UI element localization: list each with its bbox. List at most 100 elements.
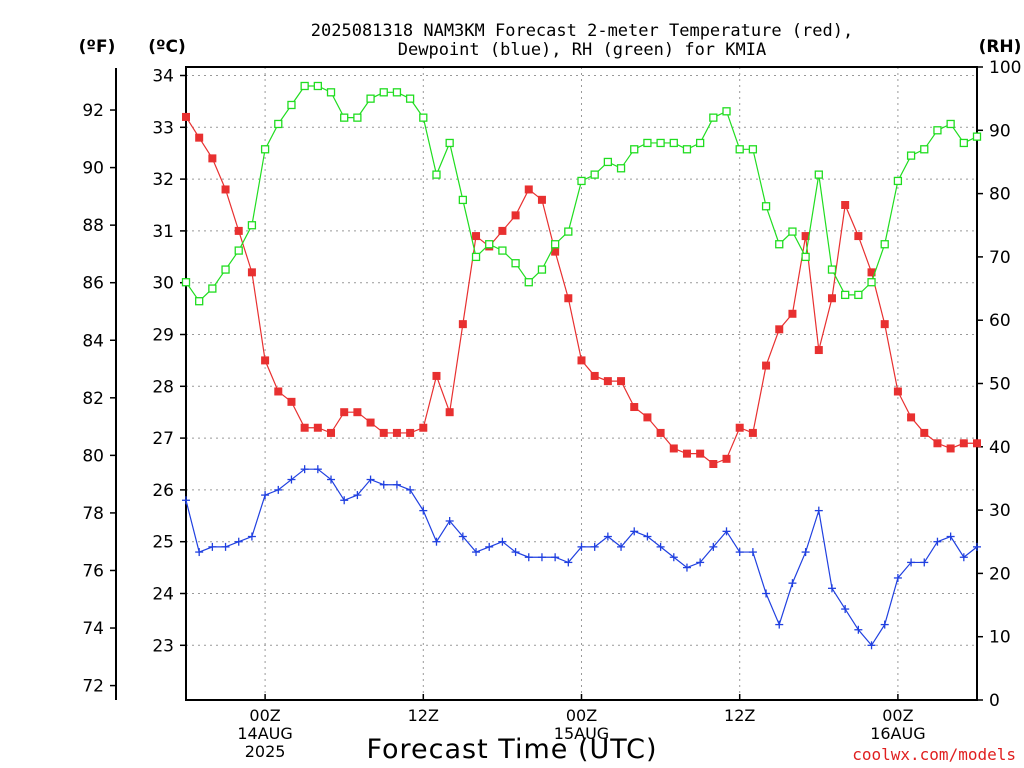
rh-point xyxy=(893,176,903,186)
x-tick-label: 15AUG xyxy=(554,724,609,743)
celsius-tick-label: 31 xyxy=(152,222,174,242)
dewpoint-point xyxy=(445,516,454,525)
dewpoint-point xyxy=(959,553,968,562)
rh-point xyxy=(814,170,823,179)
temperature-point xyxy=(379,428,388,437)
temperature-point xyxy=(537,195,546,204)
dewpoint-point xyxy=(801,548,810,557)
temperature-point xyxy=(472,232,481,241)
temperature-point xyxy=(788,309,797,318)
rh-point xyxy=(195,297,204,306)
rh-point xyxy=(300,81,309,91)
dewpoint-point xyxy=(933,537,942,546)
temperature-point xyxy=(669,444,678,453)
temperature-point xyxy=(208,154,217,163)
rh-point xyxy=(379,88,388,97)
rh-point xyxy=(696,138,705,148)
temperature-point xyxy=(643,413,652,422)
rh-point xyxy=(181,278,191,287)
celsius-unit-label: (ºC) xyxy=(148,37,186,57)
dewpoint-point xyxy=(208,542,217,551)
fahrenheit-tick-label: 76 xyxy=(82,561,104,581)
rh-point xyxy=(577,176,586,186)
x-tick-label: 12Z xyxy=(724,706,755,725)
celsius-tick-label: 28 xyxy=(152,377,174,397)
dewpoint-point xyxy=(603,532,612,541)
temperature-point xyxy=(590,371,599,380)
rh-point xyxy=(827,265,837,274)
rh-point xyxy=(761,202,771,211)
plot-frame xyxy=(185,66,978,701)
dewpoint-point xyxy=(551,553,560,562)
dewpoint-point xyxy=(498,537,507,546)
dewpoint-point xyxy=(656,542,665,551)
rh-point xyxy=(735,145,744,154)
temperature-point xyxy=(682,449,691,458)
x-tick-label: 2025 xyxy=(245,742,286,761)
dewpoint-point xyxy=(353,491,362,500)
dewpoint-point xyxy=(300,465,309,474)
dewpoint-point xyxy=(867,641,876,650)
temperature-point xyxy=(617,377,626,386)
dewpoint-point xyxy=(234,537,243,546)
rh-tick-label: 80 xyxy=(989,185,1011,205)
celsius-tick-label: 24 xyxy=(152,585,174,605)
dewpoint-point xyxy=(788,579,797,588)
dewpoint-point xyxy=(485,542,494,551)
temperature-point xyxy=(511,211,520,220)
dewpoint-point xyxy=(762,589,771,598)
temperature-point xyxy=(340,408,349,417)
rh-point xyxy=(326,88,336,97)
rh-point xyxy=(405,94,415,103)
celsius-tick-label: 27 xyxy=(152,429,174,449)
dewpoint-point xyxy=(946,532,955,541)
dewpoint-point xyxy=(814,506,823,515)
temperature-point xyxy=(274,387,283,396)
rh-point xyxy=(959,138,968,148)
rh-tick-label: 30 xyxy=(989,501,1011,521)
chart-title-line1: 2025081318 NAM3KM Forecast 2-meter Tempe… xyxy=(311,21,853,41)
temperature-point xyxy=(247,268,256,277)
dewpoint-point xyxy=(274,485,283,494)
temperature-point xyxy=(722,454,731,463)
rh-tick-label: 90 xyxy=(989,121,1011,141)
dewpoint-point xyxy=(458,532,467,541)
rh-point xyxy=(880,240,889,249)
rh-point xyxy=(366,94,375,103)
rh-point xyxy=(656,138,665,148)
rh-tick-label: 40 xyxy=(989,438,1011,458)
rh-point xyxy=(537,265,547,274)
dewpoint-point xyxy=(682,563,691,572)
rh-unit-label: (RH) xyxy=(979,37,1022,57)
temperature-point xyxy=(867,268,876,277)
rh-point xyxy=(313,81,322,91)
temperature-point xyxy=(880,320,889,329)
temperature-point xyxy=(841,201,850,209)
temperature-point xyxy=(564,294,573,303)
rh-point xyxy=(485,240,494,249)
dewpoint-point xyxy=(920,558,929,567)
temperature-point xyxy=(827,294,836,303)
dewpoint-point xyxy=(643,532,652,541)
fahrenheit-tick-label: 90 xyxy=(82,159,104,179)
dewpoint-point xyxy=(406,485,415,494)
rh-point xyxy=(274,119,283,129)
rh-point xyxy=(471,252,481,262)
rh-point xyxy=(353,113,362,122)
rh-tick-label: 20 xyxy=(989,564,1011,584)
dewpoint-point xyxy=(973,542,981,551)
dewpoint-point xyxy=(221,542,230,551)
fahrenheit-tick-label: 72 xyxy=(82,677,104,697)
temperature-point xyxy=(366,418,375,427)
dewpoint-point xyxy=(472,548,481,557)
temperature-point xyxy=(630,403,639,412)
temperature-point xyxy=(458,320,467,329)
dewpoint-point xyxy=(827,584,836,593)
rh-point xyxy=(630,145,639,154)
temperature-point xyxy=(261,356,270,365)
rh-point xyxy=(445,138,454,148)
temperature-point xyxy=(933,439,942,448)
temperature-point xyxy=(195,133,204,142)
x-tick-label: 12Z xyxy=(408,706,439,725)
